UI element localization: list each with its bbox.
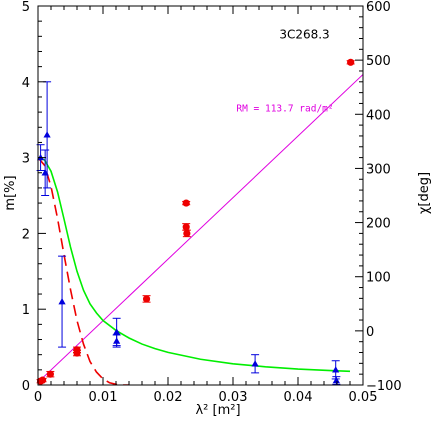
source-label: 3C268.3 <box>279 27 329 41</box>
x-tick-label: 0.04 <box>284 390 313 405</box>
angle-point-9 <box>346 58 355 66</box>
angle-point-6 <box>182 223 191 231</box>
y-right-tick-label: 600 <box>366 0 391 15</box>
x-tick-label: 0.03 <box>219 390 248 405</box>
rm-label: RM = 113.7 rad/m² <box>236 104 333 115</box>
y-right-tick-label: 0 <box>366 325 374 340</box>
x-tick-label: 0.02 <box>154 390 183 405</box>
angle-point-1 <box>38 376 47 384</box>
polarization-point-5 <box>112 334 121 348</box>
polarization-point-3 <box>58 255 67 348</box>
y-left-tick-label: 3 <box>22 152 30 167</box>
x-tick-label: 0.01 <box>89 390 118 405</box>
plot-frame <box>37 5 364 386</box>
y-left-tick-label: 5 <box>22 0 30 15</box>
x-tick-label: 0.05 <box>349 390 378 405</box>
angle-point-5 <box>142 295 151 303</box>
angle-point-4 <box>73 349 81 357</box>
fit-line-1 <box>38 156 351 373</box>
tick-labels: 0 0.01 0.02 0.03 0.04 0.05 0 1 2 3 4 5 −100 0 100 200 30… <box>22 0 402 405</box>
angle-point-7 <box>182 229 191 238</box>
y-right-tick-label: 500 <box>366 54 391 69</box>
axes <box>37 5 364 386</box>
y-left-tick-label: 0 <box>22 379 30 394</box>
y-right-tick-label: 400 <box>366 108 391 123</box>
x-tick-label: 0 <box>34 390 42 405</box>
y-left-tick-label: 1 <box>22 303 30 318</box>
fit-line-0 <box>38 74 363 383</box>
polarization-point-1 <box>41 149 50 196</box>
y-right-tick-label: 200 <box>366 217 391 232</box>
y-left-tick-label: 4 <box>22 76 30 91</box>
y-left-tick-label: 2 <box>22 227 30 242</box>
angle-point-8 <box>182 199 191 207</box>
fit-lines <box>38 74 363 385</box>
y-axis-title-right: χ[deg] <box>417 172 432 214</box>
y-right-tick-label: 100 <box>366 271 391 286</box>
x-axis-title: λ² [m²] <box>195 403 240 418</box>
fit-line-2 <box>38 157 129 385</box>
angle-point-2 <box>46 370 55 378</box>
polarization-point-6 <box>251 354 260 374</box>
data-points <box>36 58 355 385</box>
polarization-point-8 <box>332 376 341 385</box>
y-right-tick-label: 300 <box>366 162 391 177</box>
y-right-tick-label: −100 <box>366 379 402 394</box>
y-axis-title-left: m[%] <box>3 175 18 210</box>
